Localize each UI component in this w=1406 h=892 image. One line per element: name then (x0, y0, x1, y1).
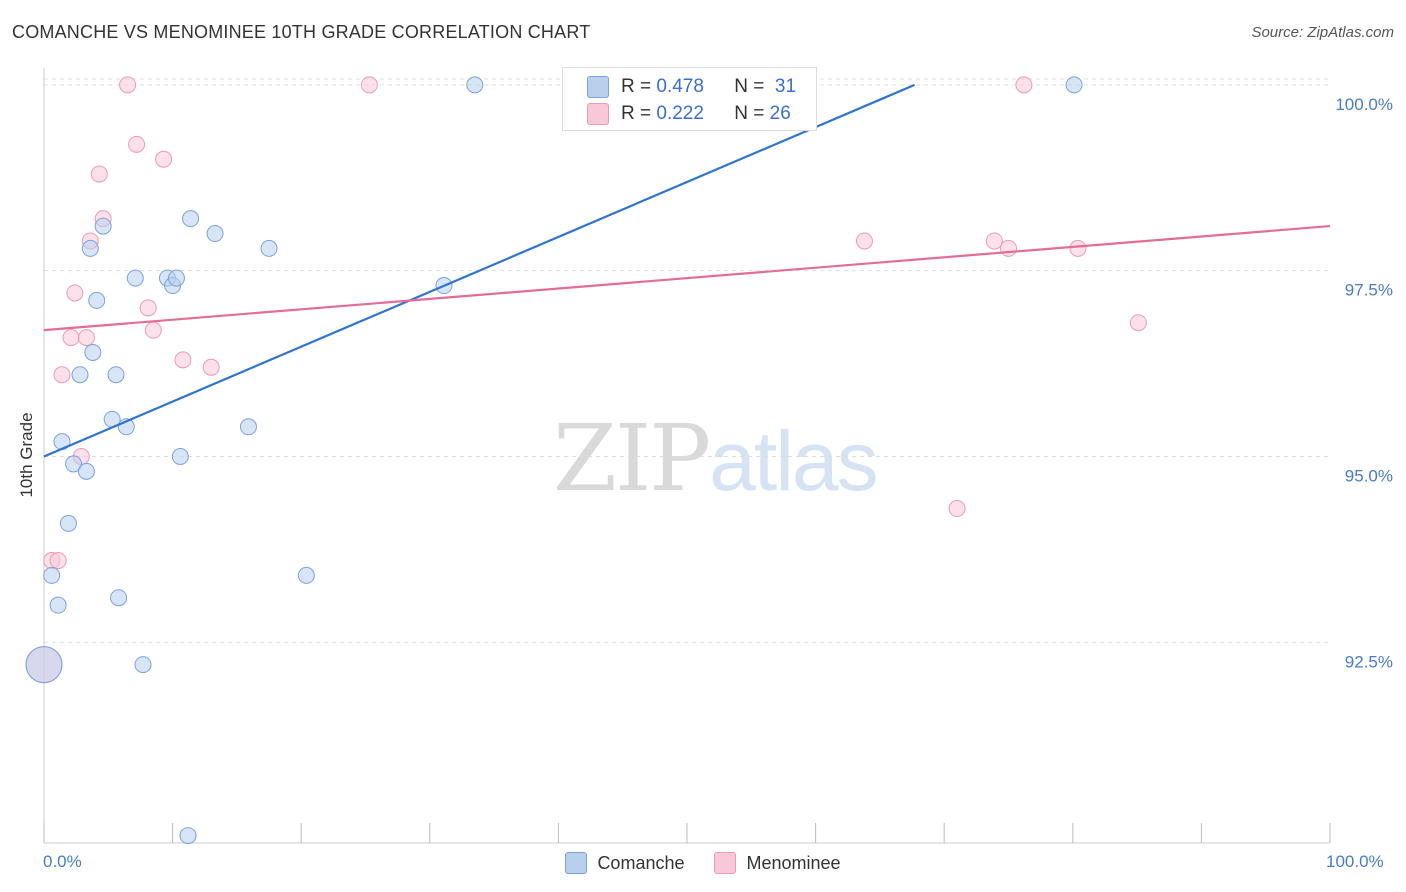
y-tick-label: 100.0% (1335, 95, 1393, 114)
menominee-point (139, 299, 157, 317)
legend-n-label: N = (734, 76, 765, 97)
comanche-point (179, 827, 197, 845)
menominee-point (119, 76, 137, 94)
menominee-point (1129, 314, 1147, 332)
watermark-zip: ZIP (553, 405, 711, 512)
legend-swatch-comanche (587, 76, 609, 98)
legend-r-label: R = (621, 76, 652, 97)
y-tick-label: 95.0% (1345, 467, 1393, 486)
comanche-point (25, 646, 63, 684)
menominee-swatch (714, 852, 737, 874)
legend-r-value-comanche: 0.478 (656, 76, 704, 97)
menominee-point (174, 351, 192, 369)
x-tick-min: 0.0% (43, 852, 82, 871)
menominee-point (1069, 239, 1087, 257)
menominee-point (77, 329, 95, 347)
y-axis-label: 10th Grade (17, 412, 36, 498)
comanche-point (59, 514, 77, 532)
menominee-point (1015, 76, 1033, 94)
menominee-point (155, 150, 173, 168)
menominee-point (202, 358, 220, 376)
comanche-point (71, 366, 89, 384)
menominee-label: Menominee (746, 852, 841, 873)
menominee-point (53, 366, 71, 384)
menominee-trend-line (43, 224, 1331, 332)
comanche-point (466, 76, 484, 94)
x-tick-max: 100.0% (1326, 852, 1384, 871)
comanche-point (107, 366, 125, 384)
comanche-point (297, 566, 315, 584)
comanche-point (110, 589, 128, 607)
comanche-point (94, 217, 112, 235)
legend-row-comanche: R = 0.478 N = 31 (587, 76, 796, 98)
legend-swatch-menominee (587, 103, 609, 125)
comanche-point (1065, 76, 1083, 94)
comanche-point (182, 210, 200, 228)
series-legend-menominee: Menominee (714, 852, 841, 874)
comanche-point (206, 225, 224, 243)
legend-row-menominee: R = 0.222 N = 26 (587, 103, 791, 125)
comanche-label: Comanche (597, 852, 685, 873)
menominee-point (49, 552, 67, 570)
comanche-point (84, 343, 102, 361)
menominee-point (62, 329, 80, 347)
comanche-point (77, 462, 95, 480)
legend-n-value-menominee: 26 (769, 103, 791, 124)
comanche-point (126, 269, 144, 287)
comanche-point (260, 239, 278, 257)
menominee-point (144, 321, 162, 339)
watermark-atlas: atlas (709, 414, 878, 508)
menominee-point (128, 135, 146, 153)
comanche-trend-line (43, 83, 916, 458)
menominee-point (855, 232, 873, 250)
chart-title: COMANCHE VS MENOMINEE 10TH GRADE CORRELA… (12, 22, 591, 42)
legend-n-value-comanche: 31 (774, 76, 797, 97)
legend-r-value-menominee: 0.222 (656, 103, 704, 124)
series-legend: Comanche Menominee (0, 852, 1406, 874)
comanche-point (88, 291, 106, 309)
legend-n-label: N = (734, 103, 765, 124)
comanche-point (239, 418, 257, 436)
comanche-swatch (565, 852, 588, 874)
comanche-point (81, 239, 99, 257)
comanche-point (134, 656, 152, 674)
menominee-point (1000, 239, 1017, 257)
watermark: ZIPatlas (553, 405, 879, 512)
legend-r-label: R = (621, 103, 652, 124)
correlation-legend: R = 0.478 N = 31 R = 0.222 N = 26 (562, 67, 817, 131)
source-label: Source: ZipAtlas.com (1251, 24, 1394, 41)
comanche-point (49, 596, 67, 614)
comanche-point (171, 448, 189, 465)
menominee-point (948, 500, 966, 518)
menominee-point (985, 232, 1003, 250)
y-tick-label: 97.5% (1345, 281, 1393, 300)
menominee-point (66, 284, 84, 302)
menominee-point (90, 165, 108, 183)
comanche-point (43, 566, 61, 584)
comanche-point (167, 269, 185, 287)
y-tick-label: 92.5% (1345, 652, 1393, 671)
series-legend-comanche: Comanche (565, 852, 684, 874)
comanche-point (65, 455, 83, 473)
menominee-point (360, 76, 378, 94)
